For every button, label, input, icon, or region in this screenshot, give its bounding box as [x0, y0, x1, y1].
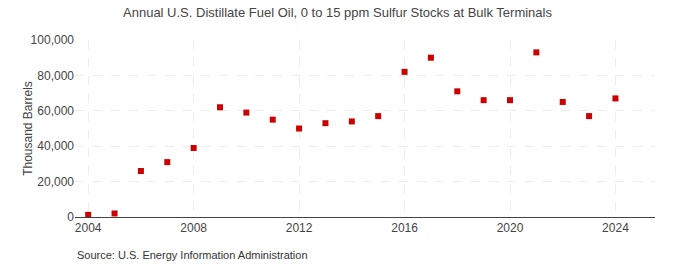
- svg-text:0: 0: [67, 210, 74, 224]
- svg-text:2016: 2016: [391, 221, 418, 235]
- svg-text:100,000: 100,000: [31, 33, 75, 47]
- svg-text:40,000: 40,000: [37, 139, 74, 153]
- svg-text:Annual U.S. Distillate Fuel Oi: Annual U.S. Distillate Fuel Oil, 0 to 15…: [123, 5, 552, 20]
- svg-text:2008: 2008: [180, 221, 207, 235]
- svg-text:20,000: 20,000: [37, 175, 74, 189]
- svg-text:2012: 2012: [286, 221, 313, 235]
- svg-text:2020: 2020: [497, 221, 524, 235]
- svg-text:2004: 2004: [75, 221, 102, 235]
- svg-text:2024: 2024: [602, 221, 629, 235]
- svg-text:Source: U.S. Energy Informatio: Source: U.S. Energy Information Administ…: [77, 249, 308, 261]
- svg-text:60,000: 60,000: [37, 104, 74, 118]
- svg-text:Thousand Barrels: Thousand Barrels: [21, 81, 35, 176]
- svg-text:80,000: 80,000: [37, 69, 74, 83]
